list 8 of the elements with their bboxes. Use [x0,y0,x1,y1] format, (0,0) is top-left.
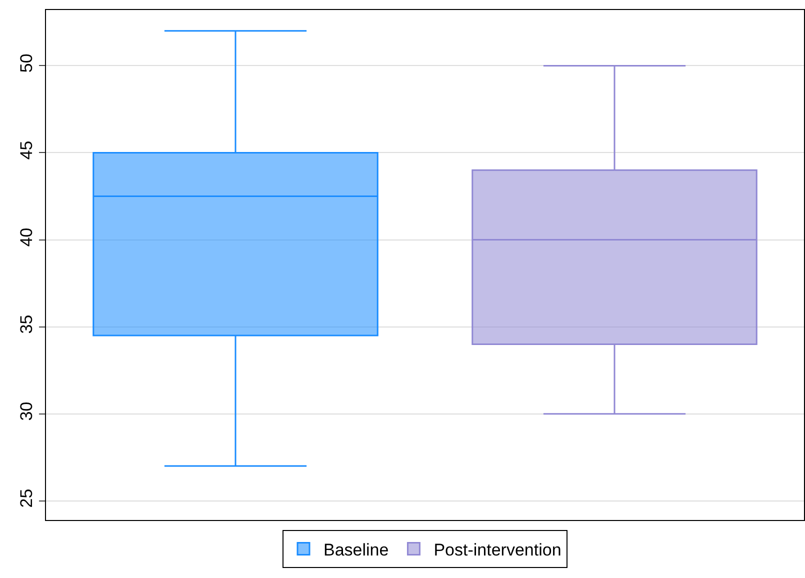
legend-label: Post-intervention [434,540,562,560]
y-tick-label: 45 [17,140,36,160]
legend-label: Baseline [324,540,389,560]
y-tick-label: 25 [17,488,36,508]
y-tick-label: 50 [17,54,36,73]
y-tick-label: 40 [17,228,36,247]
y-tick-label: 35 [17,314,36,334]
y-tick-label: 30 [17,402,36,421]
